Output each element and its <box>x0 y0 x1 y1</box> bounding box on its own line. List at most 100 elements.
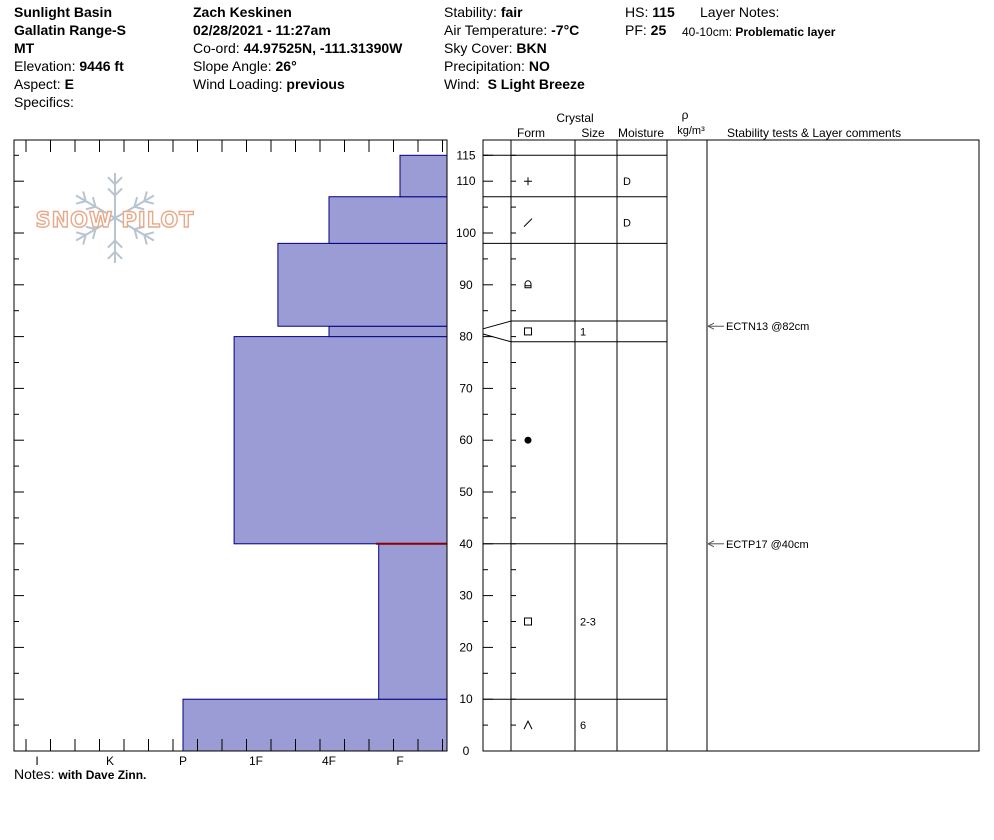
layer-boundary-line <box>482 333 667 343</box>
coord-field: Co-ord: 44.97525N, -111.31390W <box>193 40 403 56</box>
hardness-tick-label: F <box>396 754 403 768</box>
flake-branch <box>114 176 123 185</box>
height-tick-label: 70 <box>459 381 473 395</box>
flake-branch <box>107 239 116 249</box>
layer-table <box>482 139 980 752</box>
specifics-field: Specifics: <box>14 94 74 110</box>
moisture-header: Moisture <box>618 126 664 140</box>
height-tick-label: 50 <box>459 485 473 499</box>
height-tick-label: 60 <box>459 433 473 447</box>
wind-field: Wind: S Light Breeze <box>444 76 585 92</box>
stability-field: Stability: fair <box>444 4 523 20</box>
precip-field: Precipitation: NO <box>444 58 550 74</box>
hardness-bar <box>328 196 448 244</box>
flake-branch <box>85 205 96 211</box>
elevation-field: Elevation: 9446 ft <box>14 58 124 74</box>
hardness-frame-box <box>13 139 448 752</box>
flake-branch <box>143 191 148 202</box>
crystal-header: Crystal <box>556 111 593 125</box>
wind-loading-field: Wind Loading: previous <box>193 76 345 92</box>
crystal-size: 2-3 <box>580 617 596 629</box>
flake-branch <box>85 225 96 231</box>
flake-branch <box>114 187 123 197</box>
snowflake-icon <box>75 173 155 263</box>
form-rounding-symbol <box>524 280 532 289</box>
location-name: Sunlight Basin <box>14 4 112 20</box>
snowpilot-watermark: SNOW PILOT <box>35 173 194 263</box>
hardness-bar <box>328 325 448 338</box>
comments-header: Stability tests & Layer comments <box>727 126 901 140</box>
height-tick-label: 30 <box>459 589 473 603</box>
hardness-bar <box>182 698 448 752</box>
form-decomposed-symbol <box>523 218 533 227</box>
hardness-tick-label: I <box>35 754 38 768</box>
sky-cover-field: Sky Cover: BKN <box>444 40 547 56</box>
flake-branch <box>91 196 97 208</box>
height-tick-label: 80 <box>459 330 473 344</box>
crystal-size: 6 <box>580 720 586 732</box>
flake-branch <box>134 225 145 231</box>
slope-field: Slope Angle: 26° <box>193 58 297 74</box>
hardness-bar <box>233 336 448 545</box>
notes-field: Notes: with Dave Zinn. <box>14 766 147 782</box>
test-arrow-head <box>707 540 715 548</box>
hardness-bar <box>277 242 448 327</box>
height-tick-label: 90 <box>459 278 473 292</box>
flake-branch <box>107 251 116 260</box>
flake-branch <box>114 251 123 260</box>
flake-branch <box>134 205 145 211</box>
moisture-value: D <box>623 176 631 188</box>
flake-branch <box>107 187 116 197</box>
layer-notes-label: Layer Notes: <box>700 4 780 20</box>
form-precip-symbol <box>524 177 532 186</box>
air-temp-field: Air Temperature: -7°C <box>444 22 580 38</box>
rho-header: ρ <box>682 108 689 122</box>
flake-branch <box>82 234 87 245</box>
state-name: MT <box>14 40 35 56</box>
pf-field: PF: 25 <box>625 22 667 38</box>
stability-test-label: ECTP17 @40cm <box>726 539 809 551</box>
size-header: Size <box>581 126 605 140</box>
test-arrow-head <box>707 322 715 330</box>
height-tick-label: 0 <box>463 744 470 758</box>
observation-datetime: 02/28/2021 - 11:27am <box>193 22 331 38</box>
height-tick-label: 100 <box>456 226 476 240</box>
flake-branch <box>114 239 123 249</box>
hs-field: HS: 115 <box>625 4 675 20</box>
watermark-text: SNOW PILOT <box>35 208 194 232</box>
stability-test-label: ECTN13 @82cm <box>726 321 809 333</box>
moisture-value: D <box>623 218 631 230</box>
aspect-field: Aspect: E <box>14 76 74 92</box>
form-round-symbol <box>524 436 532 444</box>
density-header: kg/m³ <box>677 125 705 137</box>
hardness-tick-label: P <box>179 754 187 768</box>
hardness-bar <box>399 154 448 198</box>
form-facet-symbol <box>524 327 532 336</box>
range-name: Gallatin Range-S <box>14 22 127 38</box>
hardness-bar <box>378 543 448 700</box>
flake-branch <box>91 228 97 240</box>
height-tick-label: 40 <box>459 537 473 551</box>
layer-note: 40-10cm: Problematic layer <box>682 25 836 39</box>
flake-branch <box>133 228 139 240</box>
column-headers: Crystal Form Size Moisture ρ kg/m³ Stability t… <box>517 108 901 140</box>
form-header: Form <box>517 126 545 140</box>
hardness-axis: I K P 1F 4F F <box>35 754 403 768</box>
form-depth-hoar-symbol <box>523 719 533 730</box>
form-facet-symbol <box>524 617 532 626</box>
height-axis: 0 10 20 30 40 50 60 70 80 90 100 110 115 <box>456 148 493 758</box>
observer-name: Zach Keskinen <box>193 4 292 20</box>
height-tick-label: 110 <box>456 174 475 188</box>
hardness-frame <box>13 139 448 752</box>
layer-boundary-line <box>482 320 667 330</box>
flake-branch <box>143 231 155 236</box>
height-tick-label: 115 <box>456 148 475 162</box>
flake-branch <box>143 200 155 205</box>
flake-branch <box>107 176 116 185</box>
hardness-bars <box>182 154 448 752</box>
hardness-tick-label: K <box>106 754 114 768</box>
flake-branch <box>75 200 87 205</box>
stability-tests: ECTN13 @82cm ECTP17 @40cm <box>707 321 809 551</box>
flake-branch <box>143 234 148 245</box>
